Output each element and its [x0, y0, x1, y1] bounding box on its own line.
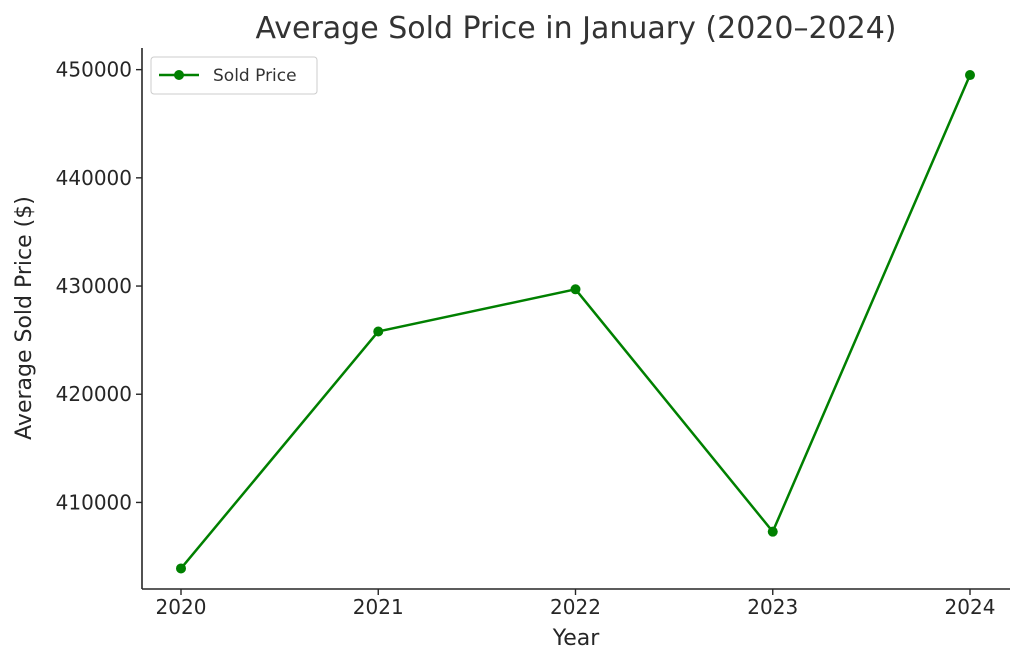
- series-layer: [176, 70, 975, 574]
- y-tick-label: 420000: [56, 382, 132, 406]
- x-tick-label: 2021: [353, 595, 404, 619]
- y-axis-label: Average Sold Price ($): [12, 196, 37, 440]
- y-tick-label: 430000: [56, 274, 132, 298]
- chart-title: Average Sold Price in January (2020–2024…: [255, 11, 896, 46]
- data-point: [965, 70, 975, 81]
- x-axis-label: Year: [552, 626, 601, 651]
- data-point: [176, 563, 186, 574]
- data-point: [570, 284, 581, 295]
- legend-box: [150, 56, 318, 95]
- y-tick-label: 440000: [56, 166, 132, 190]
- x-tick-label: 2023: [747, 595, 798, 619]
- y-axis-ticks: 410000 420000 430000 440000 450000: [56, 58, 142, 514]
- x-tick-label: 2022: [550, 595, 601, 619]
- y-tick-label: 410000: [56, 490, 132, 514]
- y-tick-label: 450000: [56, 58, 132, 82]
- legend-label: Sold Price: [213, 66, 297, 86]
- series-line: [180, 74, 972, 570]
- x-axis-ticks: 2020 2021 2022 2023 2024: [156, 589, 996, 619]
- data-point: [767, 526, 778, 537]
- x-tick-label: 2020: [156, 595, 207, 619]
- x-tick-label: 2024: [945, 595, 996, 619]
- legend: Sold Price: [150, 56, 318, 95]
- data-point: [373, 326, 384, 337]
- legend-marker-swatch: [174, 70, 184, 80]
